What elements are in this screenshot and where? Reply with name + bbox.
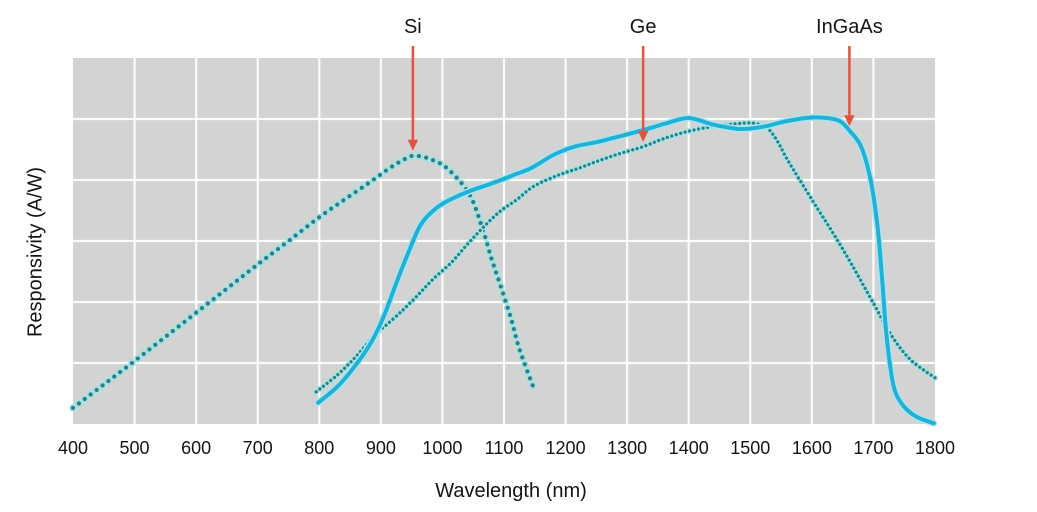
x-tick-label-1400: 1400 xyxy=(668,438,709,458)
x-tick-label-600: 600 xyxy=(181,438,212,458)
x-tick-label-1700: 1700 xyxy=(853,438,894,458)
y-axis-label: Responsivity (A/W) xyxy=(24,166,47,338)
x-tick-label-1000: 1000 xyxy=(422,438,463,458)
x-axis-label: Wavelength (nm) xyxy=(435,480,587,502)
x-tick-label-1800: 1800 xyxy=(914,438,956,458)
x-tick-label-900: 900 xyxy=(365,438,396,458)
annotation-label-si: Si xyxy=(403,16,422,38)
ingaas-curve xyxy=(316,115,936,426)
x-tick-label-800: 800 xyxy=(304,438,335,458)
x-tick-label-500: 500 xyxy=(119,438,150,458)
annotation-label-ge: Ge xyxy=(629,16,657,38)
x-tick-label-1200: 1200 xyxy=(545,438,586,458)
annotation-arrowhead-si xyxy=(407,139,419,151)
annotation-arrowhead-ingaas xyxy=(844,115,855,127)
x-tick-label-400: 400 xyxy=(57,438,89,458)
x-tick-label-1500: 1500 xyxy=(730,438,771,458)
si-curve-halo xyxy=(69,151,539,412)
ge-curve xyxy=(314,121,937,394)
x-tick-label-1600: 1600 xyxy=(791,438,832,458)
x-tick-label-700: 700 xyxy=(242,438,273,458)
x-tick-label-1300: 1300 xyxy=(607,438,648,458)
annotation-label-ingaas: InGaAs xyxy=(816,16,883,38)
annotation-arrowhead-ge xyxy=(637,130,649,142)
x-tick-label-1100: 1100 xyxy=(484,438,524,458)
